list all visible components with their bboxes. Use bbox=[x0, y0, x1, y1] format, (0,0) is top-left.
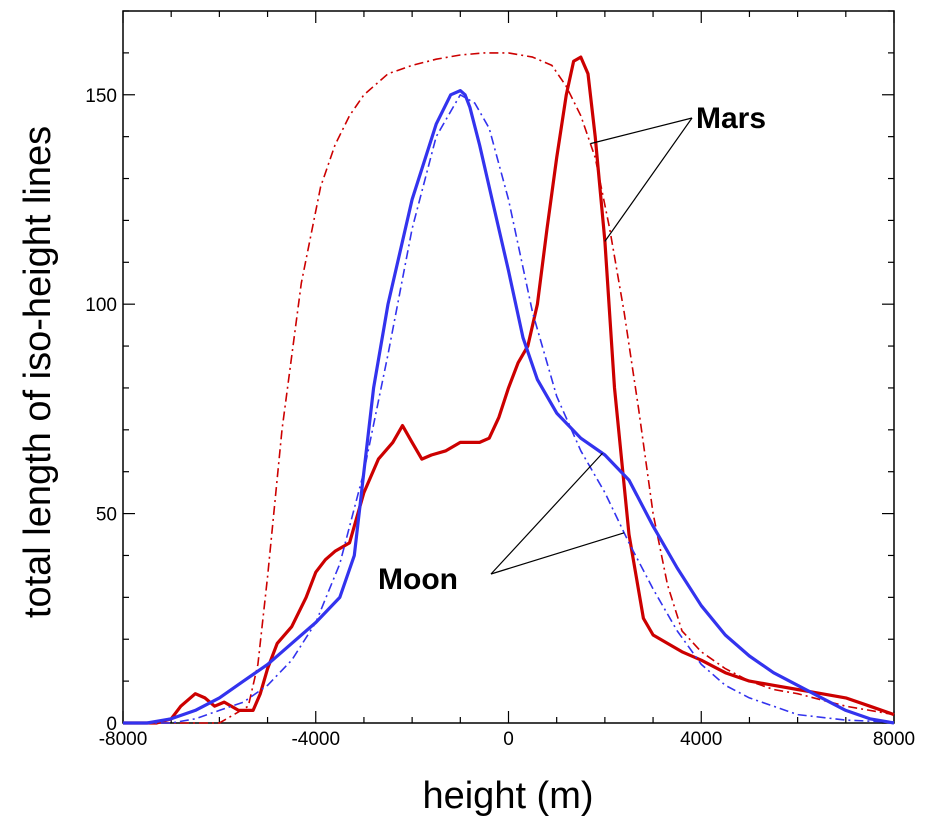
x-tick-label: 4000 bbox=[680, 729, 722, 750]
series-layer bbox=[123, 52, 895, 725]
y-tick-label: 50 bbox=[96, 505, 117, 526]
annotation-leader-line bbox=[604, 117, 693, 242]
annotation-leader-line bbox=[590, 117, 693, 145]
axis-ticks bbox=[122, 10, 895, 724]
series-moon-fit bbox=[123, 94, 895, 724]
annotation-mars: Mars bbox=[696, 102, 766, 135]
annotation-leader-line bbox=[490, 452, 603, 575]
y-tick-label: 150 bbox=[85, 86, 117, 107]
plot-area-frame bbox=[122, 10, 895, 724]
series-moon-data bbox=[123, 89, 895, 725]
annotation-moon: Moon bbox=[378, 563, 458, 596]
y-tick-label: 0 bbox=[106, 714, 117, 735]
annotation-leaders bbox=[490, 117, 693, 575]
annotation-leader-line bbox=[490, 532, 625, 575]
series-mars-fit bbox=[123, 52, 895, 724]
x-tick-label: -8000 bbox=[99, 729, 148, 750]
series-mars-data bbox=[123, 55, 895, 725]
y-tick-label: 100 bbox=[85, 295, 117, 316]
x-tick-label: -4000 bbox=[291, 729, 340, 750]
x-axis-title: height (m) bbox=[422, 775, 593, 817]
tick-labels: -8000 -4000 0 4000 8000 0 50 100 150 bbox=[85, 86, 915, 750]
x-tick-label: 8000 bbox=[873, 729, 915, 750]
x-tick-label: 0 bbox=[503, 729, 514, 750]
y-axis-title: total length of iso-height lines bbox=[17, 126, 59, 618]
